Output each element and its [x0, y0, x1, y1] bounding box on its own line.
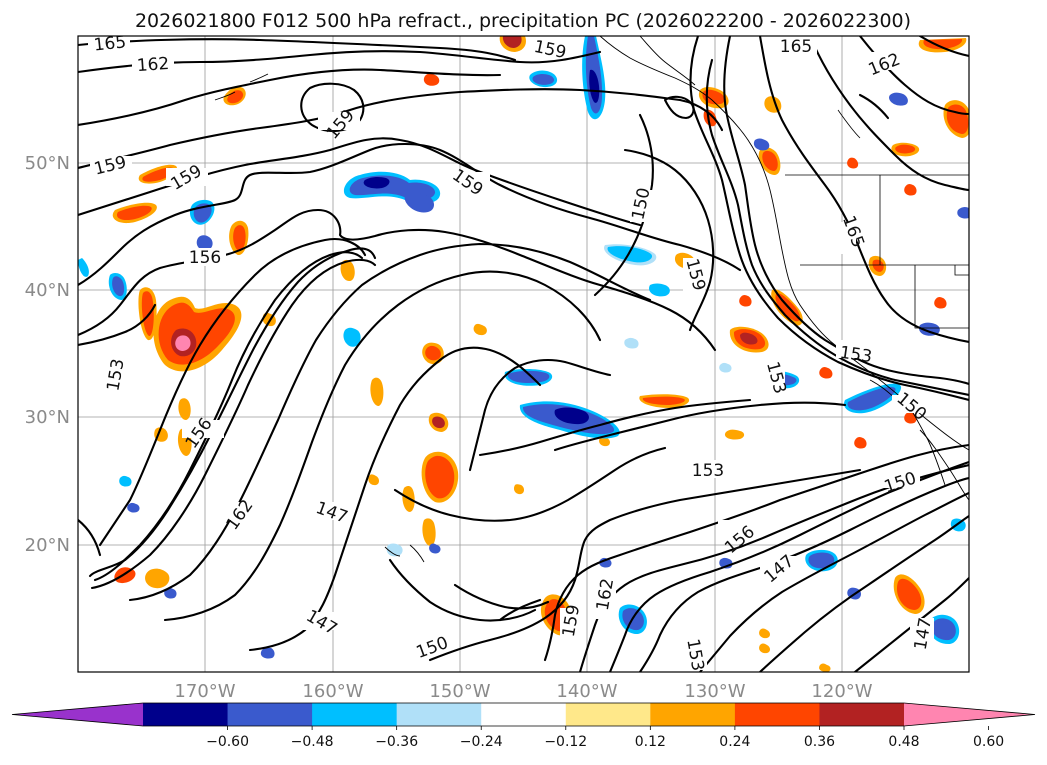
lat-label: 30°N	[25, 407, 70, 428]
colorbar-extend-max	[904, 703, 1035, 726]
colorbar-tick-label: −0.24	[460, 734, 503, 750]
colorbar-extend-min	[12, 703, 143, 726]
lon-label: 120°W	[811, 681, 872, 702]
colorbar-tick-label: 0.36	[804, 734, 835, 750]
contour-label: 165	[93, 32, 127, 55]
contour-label: 165	[780, 37, 812, 57]
colorbar-bin	[650, 703, 736, 726]
lon-label: 140°W	[556, 681, 617, 702]
colorbar-tick-label: 0.48	[888, 734, 919, 750]
contour-label: 156	[189, 248, 221, 268]
latitude-axis: 50°N 40°N 30°N 20°N	[25, 153, 70, 556]
colorbar-tick-label: 0.60	[973, 734, 1004, 750]
colorbar-bin	[396, 703, 482, 726]
height-contours	[78, 36, 969, 672]
colorbar-tick-label: 0.12	[635, 734, 666, 750]
colorbar-bin	[227, 703, 313, 726]
colorbar-tick-label: −0.36	[375, 734, 418, 750]
lon-label: 160°W	[302, 681, 363, 702]
colorbar-tick-label: 0.24	[719, 734, 750, 750]
colorbar-tick-label: −0.48	[291, 734, 334, 750]
colorbar-bin	[734, 703, 820, 726]
colorbar-bin	[481, 703, 567, 726]
colorbar-bin	[312, 703, 398, 726]
contour-label: 153	[692, 461, 724, 481]
lat-label: 20°N	[25, 535, 70, 556]
lon-label: 150°W	[429, 681, 490, 702]
lon-label: 130°W	[684, 681, 745, 702]
contour-label: 162	[136, 54, 170, 76]
coastlines	[214, 36, 969, 563]
colorbar-tick-label: −0.60	[206, 734, 249, 750]
contour-label: 153	[838, 343, 873, 367]
colorbar-bin	[565, 703, 651, 726]
figure-title: 2026021800 F012 500 hPa refract., precip…	[135, 10, 911, 32]
colorbar: −0.60 −0.48 −0.36 −0.24 −0.12 0.12 0.24 0.36 0.4…	[11, 702, 1036, 750]
lat-label: 40°N	[25, 280, 70, 301]
colorbar-outline	[11, 702, 1036, 727]
lat-label: 50°N	[25, 153, 70, 174]
colorbar-tick-label: −0.12	[544, 734, 587, 750]
longitude-axis: 170°W 160°W 150°W 140°W 130°W 120°W	[174, 681, 872, 702]
colorbar-bin	[819, 703, 905, 726]
lon-label: 170°W	[174, 681, 235, 702]
map-panel: 165 162 159 159 156 153 150 147 165 162	[77, 32, 970, 673]
colorbar-bin	[143, 703, 229, 726]
contour-label-group: 165 162 159 159 156 153 150 147 165 162	[88, 32, 936, 672]
